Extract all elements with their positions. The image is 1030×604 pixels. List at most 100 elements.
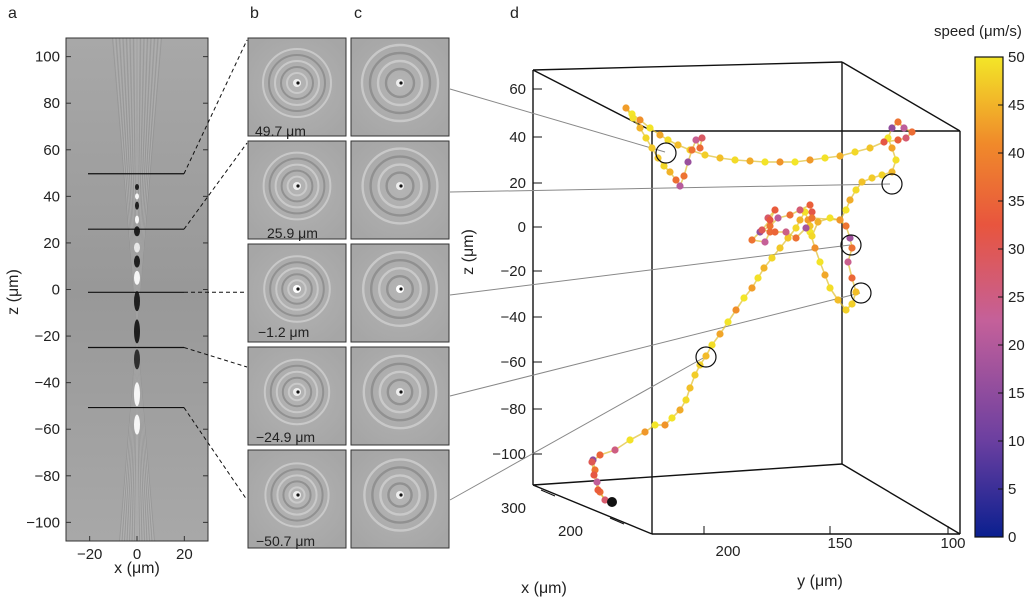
box-edge xyxy=(841,61,961,132)
trajectory-point xyxy=(594,486,602,494)
trajectory-point xyxy=(858,178,866,186)
trajectory-point xyxy=(771,206,779,214)
trajectory-point xyxy=(754,274,762,282)
colorbar-tick-label: 50 xyxy=(1008,49,1025,66)
trajectory-point xyxy=(821,154,829,162)
tile xyxy=(247,243,347,343)
trajectory-point xyxy=(842,206,850,214)
trajectory-point xyxy=(629,114,637,122)
trajectory-point xyxy=(716,330,724,338)
slice-leader xyxy=(183,347,248,368)
tile-b-zlabel-3: −1.2 μm xyxy=(258,324,309,340)
diffraction-ring xyxy=(269,364,325,420)
trajectory-point xyxy=(786,211,794,219)
trajectory-point xyxy=(888,124,896,132)
trajectory-point xyxy=(868,174,876,182)
trajectory-point xyxy=(878,171,886,179)
fringe xyxy=(112,37,155,542)
diffraction-ring xyxy=(386,378,414,406)
trajectory-point xyxy=(674,141,682,149)
particle-center xyxy=(399,287,403,291)
trajectory-point xyxy=(796,216,804,224)
beam-lobe xyxy=(134,255,140,268)
y-tick-150: 150 xyxy=(827,535,852,552)
trajectory-point xyxy=(771,228,779,236)
beam-lobe xyxy=(134,242,140,253)
colorbar-tick-label: 15 xyxy=(1008,385,1025,402)
connector-line xyxy=(449,292,861,397)
diffraction-ring xyxy=(269,261,325,317)
trajectory-point xyxy=(766,222,774,230)
diffraction-ring xyxy=(276,474,318,516)
tile xyxy=(350,37,450,137)
highlight-circle xyxy=(695,346,717,368)
trajectory-point xyxy=(593,478,601,486)
y-tick-label: −20 xyxy=(35,328,60,345)
trajectory-point xyxy=(842,222,850,230)
particle-center xyxy=(399,493,403,497)
trajectory-point xyxy=(651,421,659,429)
tile-b-zlabel-1: 49.7 μm xyxy=(255,123,306,139)
trajectory-point xyxy=(686,384,694,392)
trajectory-point xyxy=(664,136,672,144)
highlight-circle xyxy=(655,142,677,164)
y-tick-label: 60 xyxy=(43,142,60,159)
diffraction-ring xyxy=(371,466,429,524)
beam-lobe xyxy=(134,382,140,407)
x-tick-mark xyxy=(609,517,625,525)
z-tick-label: −80 xyxy=(501,401,526,418)
beam-lobe xyxy=(134,319,140,344)
panel-d-x-ticks: 300 200 xyxy=(501,489,625,540)
tile xyxy=(247,140,347,240)
diffraction-ring xyxy=(360,43,440,123)
x-tick-label: 0 xyxy=(133,546,141,563)
trajectory-point xyxy=(784,234,792,242)
trajectory-point xyxy=(792,234,800,242)
panel-b-z-labels: 49.7 μm 25.9 μm −1.2 μm −24.9 μm −50.7 μ… xyxy=(255,123,318,549)
trajectory-point xyxy=(894,118,902,126)
y-tick-label: 40 xyxy=(43,188,60,205)
trajectory-point xyxy=(782,228,790,236)
diffraction-ring xyxy=(385,171,415,201)
diffraction-ring xyxy=(287,382,307,402)
trajectory-point xyxy=(660,162,668,170)
trajectory-point xyxy=(766,216,774,224)
x-tick-200: 200 xyxy=(558,523,583,540)
beam-lobe xyxy=(135,193,139,200)
z-tick-label: 60 xyxy=(509,81,526,98)
diffraction-ring xyxy=(363,458,437,532)
diffraction-ring xyxy=(370,362,430,422)
trajectory-point xyxy=(701,151,709,159)
diffraction-ring xyxy=(262,48,332,118)
x-tick-mark xyxy=(540,489,556,497)
trajectory-point xyxy=(622,104,630,112)
panel-d-ylabel: y (μm) xyxy=(797,573,843,590)
slice-leader xyxy=(183,407,248,501)
particle-center xyxy=(296,493,300,497)
highlight-circle xyxy=(850,282,872,304)
panel-label-d: d xyxy=(510,5,519,22)
trajectory-point xyxy=(866,144,874,152)
diffraction-ring xyxy=(263,255,331,323)
trajectory-point xyxy=(826,214,834,222)
trajectory-point xyxy=(776,158,784,166)
panel-a-x-ticks: −20 0 20 xyxy=(77,536,193,563)
panel-a-y-ticks: 100 80 60 40 20 0 −20 −40 −60 −80 −100 xyxy=(26,49,208,531)
trajectory-point xyxy=(821,271,829,279)
trajectory-point xyxy=(731,156,739,164)
trajectory-point xyxy=(588,458,596,466)
box-edge xyxy=(841,463,961,535)
trajectory-point xyxy=(716,154,724,162)
colorbar-tick-label: 0 xyxy=(1008,529,1016,546)
trajectory-point xyxy=(888,144,896,152)
connector-line xyxy=(449,88,666,153)
diffraction-ring xyxy=(262,151,332,221)
trajectory-point xyxy=(814,218,822,226)
diffraction-ring xyxy=(362,250,439,327)
trajectory-point xyxy=(768,254,776,262)
trajectory-point xyxy=(808,208,816,216)
diffraction-ring xyxy=(369,155,431,217)
trajectory-point xyxy=(902,134,910,142)
particle-center xyxy=(296,81,300,85)
trajectory-point xyxy=(811,244,819,252)
